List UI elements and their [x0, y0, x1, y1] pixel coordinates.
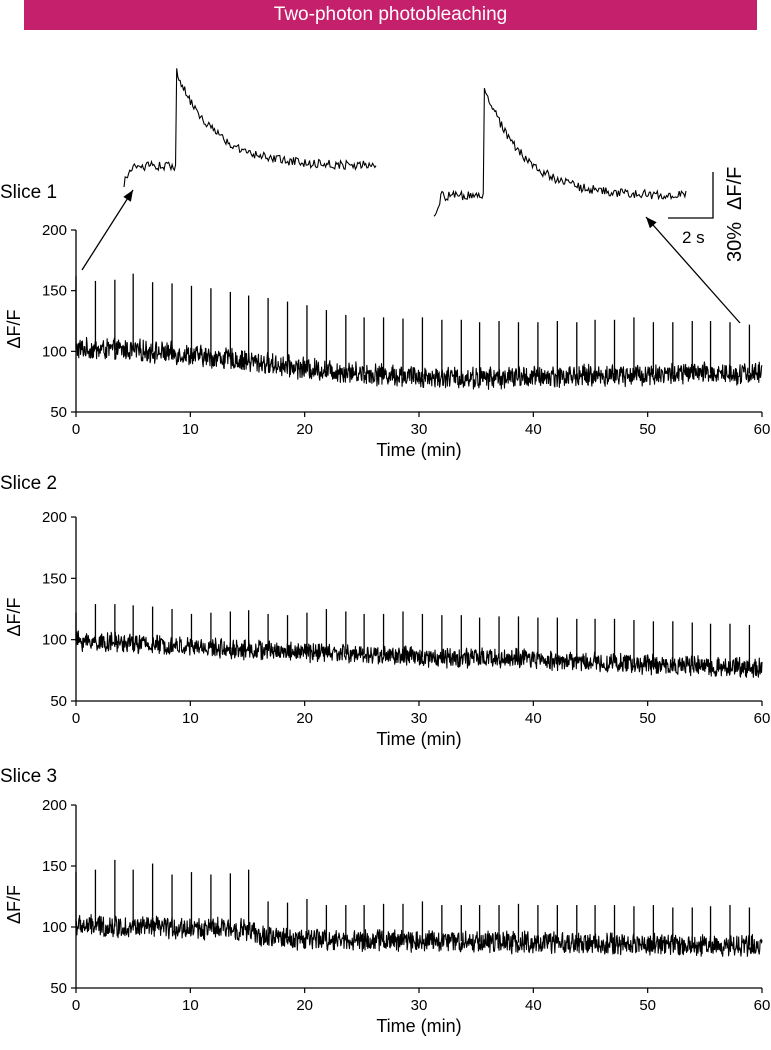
slice-3-panel: Slice 3 50 100 150 200 0 10 20 30 40 50 60 Time (min… — [0, 766, 770, 1036]
slice-2-trace — [75, 630, 763, 678]
slice-2-x-tick-label: 60 — [754, 710, 771, 727]
slice-1-y-tick-label: 100 — [42, 343, 67, 360]
scale-bar-unit-label: ΔF/F — [724, 167, 746, 210]
slice-1-y-tick-label: 200 — [42, 222, 67, 239]
slice-1-y-tick-label: 50 — [50, 404, 67, 421]
banner-title: Two-photon photobleaching — [273, 4, 508, 25]
slice-3-y-tick-label: 50 — [50, 980, 67, 997]
arrow-to-late-trace — [645, 216, 741, 324]
slice-3-x-tick-label: 10 — [182, 997, 199, 1014]
slice-1-trace — [75, 336, 763, 390]
slice-2-x-tick-label: 40 — [525, 710, 542, 727]
scale-bar-time-label: 2 s — [682, 228, 705, 247]
slice-2-y-tick-label: 50 — [50, 693, 67, 710]
slice-3-x-tick-label: 30 — [411, 997, 428, 1014]
scale-bar-amplitude-label: 30% — [724, 222, 746, 262]
slice-3-x-tick-label: 50 — [639, 997, 656, 1014]
slice-3-x-tick-label: 20 — [296, 997, 313, 1014]
slice-1-x-tick-label: 10 — [182, 421, 199, 438]
slice-2-x-tick-label: 20 — [296, 710, 313, 727]
slice-2-y-tick-label: 200 — [42, 509, 67, 526]
slice-3-trace — [75, 914, 763, 957]
slice-1-x-tick-label: 50 — [639, 421, 656, 438]
slice-1-x-tick-label: 30 — [411, 421, 428, 438]
slice-3-title: Slice 3 — [0, 766, 57, 787]
slice-3-y-tick-label: 200 — [42, 797, 67, 814]
slice-3-x-axis-title: Time (min) — [376, 1016, 461, 1036]
slice-1-x-tick-label: 0 — [72, 421, 80, 438]
scale-bar-lines — [668, 172, 714, 219]
slice-1-title: Slice 1 — [0, 182, 57, 203]
slice-1-x-axis-title: Time (min) — [376, 440, 461, 460]
slice-2-y-axis-title: ΔF/F — [4, 597, 24, 636]
arrow-to-early-trace-shaft — [81, 189, 134, 271]
arrow-to-early-trace-head — [123, 190, 133, 202]
slice-2-panel: Slice 2 50 100 150 200 0 10 20 30 40 50 60 Time (min… — [0, 473, 770, 749]
slice-3-y-axis-title: ΔF/F — [4, 885, 24, 924]
scale-bar: 2 s 30% ΔF/F — [668, 167, 746, 262]
slice-2-x-tick-label: 30 — [411, 710, 428, 727]
inset-traces: 2 s 30% ΔF/F — [81, 68, 746, 324]
slice-3-y-tick-label: 100 — [42, 919, 67, 936]
slice-3-x-tick-label: 0 — [72, 997, 80, 1014]
slice-2-y-tick-label: 100 — [42, 632, 67, 649]
slice-1-panel: Slice 1 50 100 150 200 0 10 20 30 40 50 60 Time (min… — [0, 182, 770, 460]
inset-trace-early — [123, 68, 377, 188]
slice-2-x-tick-label: 50 — [639, 710, 656, 727]
slice-3-x-tick-label: 40 — [525, 997, 542, 1014]
slice-1-x-tick-label: 20 — [296, 421, 313, 438]
slice-2-x-tick-label: 0 — [72, 710, 80, 727]
arrow-to-late-trace-shaft — [645, 216, 741, 324]
slice-1-x-tick-label: 40 — [525, 421, 542, 438]
slice-2-x-tick-label: 10 — [182, 710, 199, 727]
banner: Two-photon photobleaching — [24, 0, 757, 30]
inset-trace-late — [433, 87, 687, 217]
slice-2-title: Slice 2 — [0, 473, 57, 494]
slice-1-y-tick-label: 150 — [42, 283, 67, 300]
arrow-to-early-trace — [81, 189, 134, 271]
slice-3-y-tick-label: 150 — [42, 858, 67, 875]
slice-1-x-tick-label: 60 — [754, 421, 771, 438]
slice-1-y-axis-title: ΔF/F — [4, 309, 24, 348]
slice-2-x-axis-title: Time (min) — [376, 729, 461, 749]
slice-3-x-tick-label: 60 — [754, 997, 771, 1014]
arrow-to-late-trace-head — [646, 217, 657, 229]
slice-2-y-tick-label: 150 — [42, 570, 67, 587]
